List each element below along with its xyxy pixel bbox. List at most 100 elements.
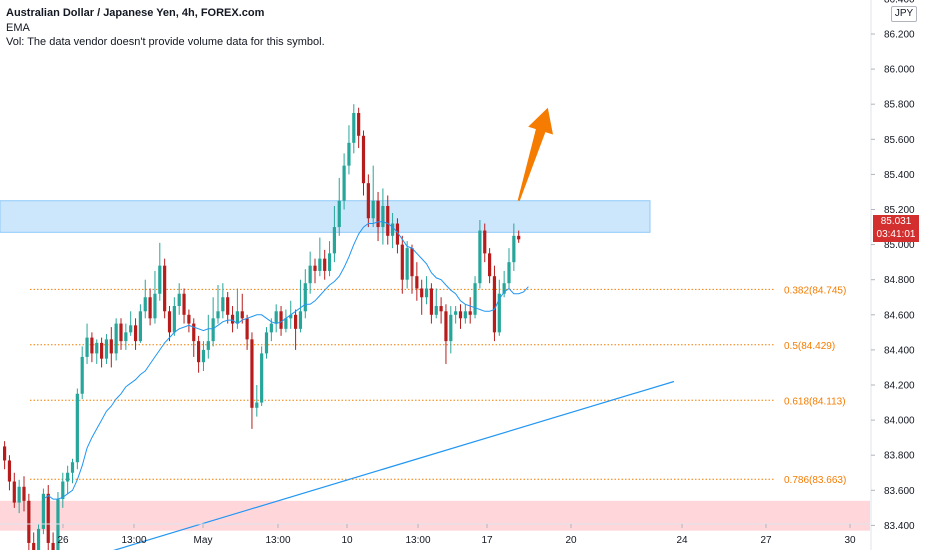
candle-body (182, 293, 186, 315)
candle-body (313, 265, 317, 271)
price-tick-label: 85.800 (884, 100, 915, 111)
candle-body (347, 142, 351, 166)
candle-body (22, 486, 26, 501)
last-price-value: 85.031 (880, 216, 912, 227)
price-tick-label: 84.400 (884, 345, 915, 356)
candle-body (133, 325, 138, 342)
ema-line (43, 221, 529, 500)
candle-body (41, 493, 45, 529)
support-zone (0, 500, 870, 531)
candle-body (405, 248, 409, 280)
price-tick-label: 84.800 (884, 275, 915, 286)
candle-body (192, 323, 196, 342)
fib-label: 0.618(84.113) (784, 396, 846, 407)
fib-label: 0.5(84.429) (784, 341, 835, 352)
candle-body (507, 262, 511, 284)
price-tick-label: 86.400 (884, 0, 915, 5)
candle-body (80, 356, 84, 394)
candle-body (129, 325, 133, 333)
candle-body (245, 318, 249, 340)
time-tick-label: 17 (481, 535, 493, 546)
candle-body (303, 283, 307, 312)
candle-body (163, 265, 167, 312)
currency-badge[interactable]: JPY (891, 6, 917, 22)
candle-body (434, 306, 438, 315)
candle-body (197, 341, 201, 363)
resistance-zone (0, 200, 651, 233)
candle-body (473, 283, 477, 315)
fib-label: 0.382(84.745) (784, 285, 846, 296)
candle-body (100, 342, 104, 359)
ema-layer (43, 221, 529, 500)
time-tick-label: 30 (844, 535, 856, 546)
candle-body (289, 314, 293, 319)
candle-body (352, 112, 356, 143)
candle-body (153, 293, 157, 319)
price-tick-label: 83.800 (884, 451, 915, 462)
candle-body (216, 311, 220, 319)
candle-body (264, 332, 269, 354)
arrow-layer (517, 107, 553, 201)
candle-body (17, 486, 21, 503)
trendline-layer (96, 380, 675, 555)
time-tick-label: 27 (760, 535, 772, 546)
candle-body (143, 297, 147, 312)
candle-body (294, 314, 298, 329)
candle-body (201, 349, 206, 363)
ascending-trendline (96, 380, 675, 555)
candle-body (70, 462, 75, 473)
candle-body (463, 311, 467, 319)
price-tick-label: 83.600 (884, 486, 915, 497)
candle-body (255, 402, 259, 408)
candle-body (332, 227, 336, 254)
candle-body (269, 323, 273, 333)
candle-body (415, 276, 419, 289)
candle-body (410, 248, 414, 277)
candle-body (211, 318, 215, 342)
price-tick-label: 84.600 (884, 310, 915, 321)
candle-body (468, 311, 472, 315)
candle-body (260, 353, 264, 403)
candle-body (308, 265, 312, 284)
candle-body (56, 499, 60, 555)
candle-body (492, 276, 497, 333)
price-tick-label: 85.200 (884, 205, 915, 216)
candle-body (279, 311, 283, 329)
candle-body (483, 230, 487, 254)
candle-body (27, 500, 31, 543)
candle-body (454, 311, 458, 315)
candle-body (235, 311, 239, 324)
price-tick-label: 85.400 (884, 170, 915, 181)
candle-body (7, 460, 12, 482)
candle-body (366, 183, 370, 219)
last-price-badge: 85.031 03:41:01 (873, 215, 919, 242)
candle-body (32, 542, 36, 555)
candle-body (119, 323, 123, 342)
candle-body (158, 265, 162, 294)
candle-body (395, 223, 400, 245)
candle-body (424, 288, 429, 298)
candle-body (109, 339, 113, 354)
candle-body (458, 311, 463, 319)
time-tick-label: 13:00 (121, 535, 146, 546)
price-tick-label: 85.000 (884, 240, 915, 251)
price-tick-label: 83.400 (884, 521, 915, 532)
candle-body (46, 493, 50, 543)
candle-body (3, 446, 7, 461)
volume-note: Vol: The data vendor doesn't provide vol… (6, 36, 325, 48)
candle-body (512, 235, 516, 263)
bullish-arrow (517, 107, 553, 201)
candle-body (327, 253, 332, 271)
candle-body (274, 311, 278, 324)
candle-body (187, 314, 191, 324)
time-tick-label: May (194, 535, 213, 546)
candles-layer (3, 104, 521, 555)
candle-body (318, 258, 322, 271)
candle-body (148, 297, 152, 319)
candle-body (488, 253, 492, 277)
fib-layer: 0.382(84.745) 0.5(84.429) 0.618(84.113) 0.7… (30, 285, 846, 486)
candle-body (240, 311, 244, 319)
candle-body (114, 323, 118, 354)
